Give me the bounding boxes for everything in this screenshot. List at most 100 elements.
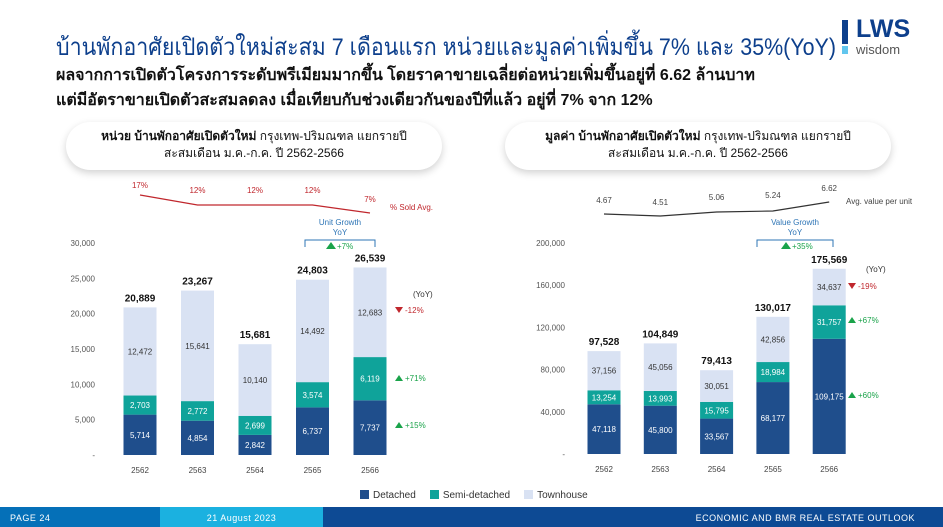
value-arrow-down-icon [848, 283, 856, 289]
value-bar-label: 42,856 [761, 335, 786, 344]
units-y-tick: 10,000 [71, 380, 96, 389]
value-x-tick: 2566 [820, 465, 838, 474]
value-yoy-label: (YoY) [866, 265, 886, 274]
value-bar-detached [756, 382, 790, 454]
value-growth-title: YoY [788, 228, 803, 237]
units-yoy-detached: +15% [405, 421, 426, 430]
units-line-label: 12% [247, 186, 263, 195]
units-total-label: 23,267 [182, 277, 213, 288]
logo-subtext: wisdom [856, 42, 901, 57]
units-bar-label: 6,119 [360, 375, 380, 384]
units-y-tick: 30,000 [71, 239, 96, 248]
units-bar-label: 7,737 [360, 424, 381, 433]
units-yoy-townhouse: -12% [405, 306, 424, 315]
value-total-label: 97,528 [589, 337, 620, 348]
units-yoy-semi-detached: +71% [405, 374, 426, 383]
value-total-label: 79,413 [701, 356, 732, 367]
units-x-tick: 2565 [304, 466, 322, 475]
units-bar-detached [181, 420, 214, 455]
value-bar-label: 68,177 [761, 414, 786, 423]
value-line-label: 4.67 [596, 196, 612, 205]
lws-logo: LWS wisdom [840, 16, 940, 60]
value-yoy-detached: +60% [858, 391, 879, 400]
units-y-tick: 20,000 [71, 310, 96, 319]
value-bar-label: 18,984 [761, 368, 786, 377]
footer-date: 21 August 2023 [160, 507, 323, 527]
value-y-tick: 120,000 [536, 323, 565, 332]
value-growth-up-icon [781, 242, 791, 249]
value-growth-bracket [756, 239, 834, 247]
units-chart-title: หน่วย บ้านพักอาศัยเปิดตัวใหม่ กรุงเทพ-ปร… [66, 122, 442, 170]
value-bar-detached [812, 338, 846, 454]
value-growth-total: +35% [792, 242, 813, 251]
units-bar-townhouse [296, 279, 329, 383]
units-arrow-up-icon [395, 375, 403, 381]
value-total-label: 175,569 [811, 255, 848, 266]
units-y-tick: 15,000 [71, 345, 96, 354]
value-y-tick: - [562, 450, 565, 459]
units-y-tick: 25,000 [71, 274, 96, 283]
value-trend-line [603, 201, 830, 217]
units-bar-label: 10,140 [243, 376, 268, 385]
units-bar-semi-detached [181, 401, 214, 421]
legend-semi-detached: Semi-detached [429, 490, 510, 501]
units-x-tick: 2563 [189, 466, 207, 475]
value-bar-townhouse [812, 268, 846, 306]
value-bar-semi-detached [756, 362, 790, 383]
legend-townhouse: Townhouse [524, 490, 588, 501]
units-title-bold: หน่วย บ้านพักอาศัยเปิดตัวใหม่ [101, 129, 257, 143]
logo-text: LWS [856, 15, 911, 43]
value-bar-townhouse [643, 343, 677, 391]
units-bar-label: 3,574 [302, 391, 323, 400]
legend-detached: Detached [360, 490, 416, 501]
value-chart-title: มูลค่า บ้านพักอาศัยเปิดตัวใหม่ กรุงเทพ-ป… [505, 122, 891, 170]
value-title-rest: กรุงเทพ-ปริมณฑล แยกรายปี [700, 129, 851, 143]
units-total-label: 20,889 [125, 293, 156, 304]
units-bar-label: 15,641 [185, 342, 210, 351]
units-bar-detached [238, 434, 272, 455]
value-bar-label: 15,795 [704, 406, 729, 415]
units-bar-detached [353, 400, 387, 455]
value-arrow-up-icon [848, 317, 856, 323]
units-bar-townhouse [123, 307, 157, 396]
units-growth-title: YoY [333, 228, 348, 237]
units-line-label: 12% [304, 186, 320, 195]
value-bar-label: 13,254 [592, 393, 617, 402]
units-bar-label: 14,492 [300, 327, 325, 336]
value-line-label: 5.06 [709, 193, 725, 202]
value-line-label: 6.62 [821, 184, 837, 193]
units-bar-label: 6,737 [302, 427, 323, 436]
units-bar-semi-detached [353, 357, 387, 401]
units-title-rest: กรุงเทพ-ปริมณฑล แยกรายปี [256, 129, 407, 143]
units-line-name: % Sold Avg. [390, 203, 433, 212]
value-bar-detached [700, 418, 734, 454]
units-growth-bracket [304, 239, 376, 247]
units-bar-semi-detached [123, 395, 157, 415]
units-bar-townhouse [181, 290, 214, 402]
units-growth-total: +7% [337, 242, 353, 251]
units-trend-line [139, 194, 371, 214]
value-growth-title: Value Growth [771, 218, 819, 227]
units-line-label: 12% [189, 186, 205, 195]
units-growth-up-icon [326, 242, 336, 249]
value-bar-label: 45,800 [648, 426, 673, 435]
units-bar-semi-detached [296, 382, 329, 408]
value-y-tick: 160,000 [536, 281, 565, 290]
value-bar-detached [587, 404, 621, 454]
units-growth-title: Unit Growth [319, 218, 361, 227]
units-bar-label: 5,714 [130, 431, 151, 440]
units-bar-label: 12,472 [128, 347, 153, 356]
value-bar-detached [643, 405, 677, 454]
units-bar-townhouse [238, 344, 272, 416]
value-title-line2: สะสมเดือน ม.ค.-ก.ค. ปี 2562-2566 [608, 146, 788, 160]
value-bar-semi-detached [700, 401, 734, 419]
value-line-name: Avg. value per unit [846, 197, 913, 206]
value-bar-label: 109,175 [815, 392, 844, 401]
logo-bar [842, 20, 848, 44]
logo-bar-accent [842, 46, 848, 54]
footer-page: PAGE 24 [0, 507, 160, 527]
footer-report: ECONOMIC AND BMR REAL ESTATE OUTLOOK [323, 507, 943, 527]
value-bar-townhouse [587, 351, 621, 391]
